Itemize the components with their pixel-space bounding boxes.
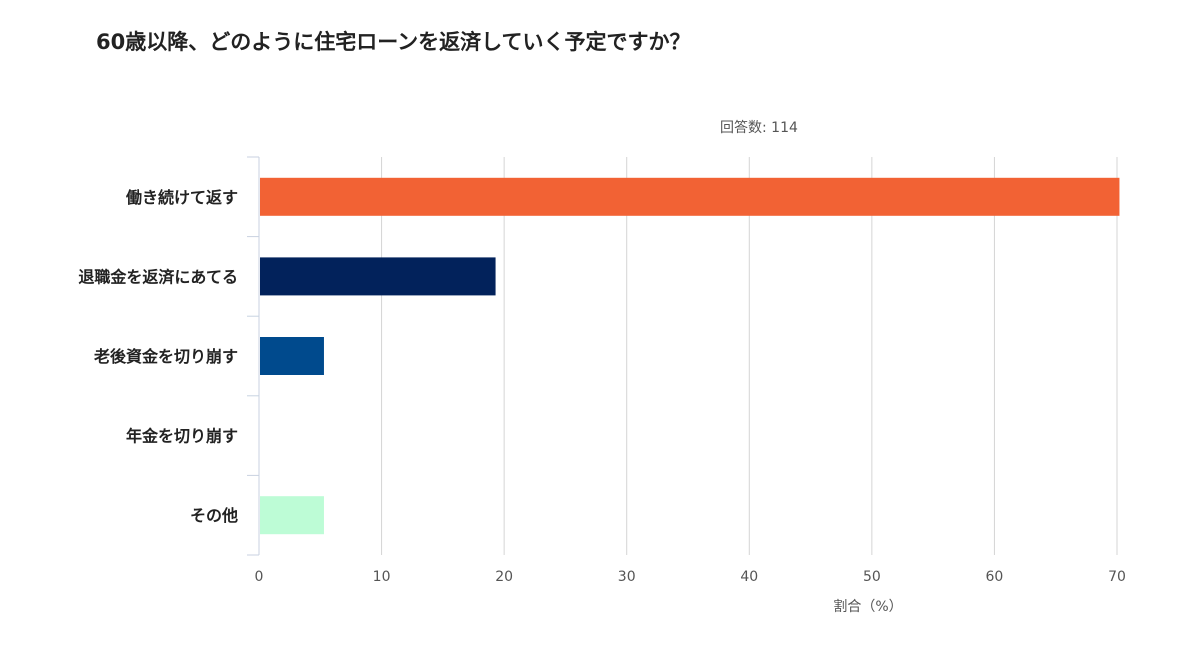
bar-5 — [260, 496, 324, 535]
bar-3 — [260, 337, 324, 375]
chart-subtitle: 回答数: 114 — [720, 120, 798, 136]
chart-title: 60歳以降、どのように住宅ローンを返済していく予定ですか？ — [96, 30, 691, 54]
x-tick-label: 60 — [986, 569, 1004, 585]
category-label: 働き続けて返す — [125, 188, 238, 207]
x-tick-label: 70 — [1108, 569, 1126, 585]
category-label: その他 — [190, 506, 238, 525]
x-tick-label: 40 — [740, 569, 758, 585]
x-tick-label: 30 — [618, 569, 636, 585]
x-tick-label: 50 — [863, 569, 881, 585]
x-tick-label: 20 — [495, 569, 513, 585]
category-label: 老後資金を切り崩す — [93, 347, 238, 366]
x-tick-label: 0 — [255, 569, 264, 585]
x-axis-title: 割合（%） — [833, 598, 902, 615]
bar-2 — [260, 257, 496, 296]
bar-1 — [260, 177, 1120, 216]
x-tick-label: 10 — [373, 569, 391, 585]
category-label: 年金を切り崩す — [126, 427, 238, 446]
category-label: 退職金を返済にあてる — [78, 267, 238, 286]
